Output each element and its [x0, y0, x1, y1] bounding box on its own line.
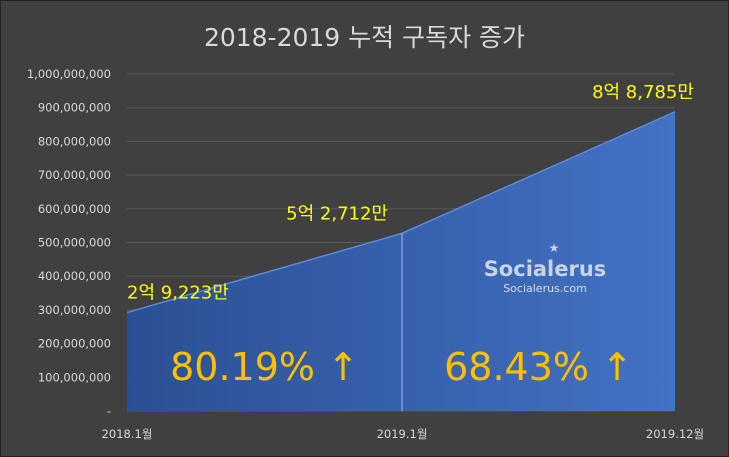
watermark-url: Socialerus.com [503, 282, 587, 295]
x-tick-label: 2019.12월 [646, 427, 704, 441]
y-tick-label: 300,000,000 [38, 303, 111, 317]
y-tick-label: 700,000,000 [38, 168, 111, 182]
y-tick-label: 600,000,000 [38, 202, 111, 216]
y-tick-label: 400,000,000 [38, 269, 111, 283]
watermark: ★ Socialerus Socialerus.com [484, 241, 607, 295]
watermark-brand: Socialerus [484, 257, 607, 281]
data-label: 2억 9,223만 [127, 283, 229, 304]
area-series [127, 111, 675, 411]
y-tick-label: 500,000,000 [38, 236, 111, 250]
y-tick-label: - [107, 404, 111, 418]
x-axis: 2018.1월 2019.1월 2019.12월 [102, 427, 704, 441]
data-label: 8억 8,785만 [592, 82, 694, 103]
chart-title: 2018-2019 누적 구독자 증가 [203, 23, 526, 52]
growth-label: 80.19% ↑ [170, 345, 359, 389]
y-tick-label: 200,000,000 [38, 337, 111, 351]
y-tick-label: 1,000,000,000 [27, 67, 111, 81]
star-icon: ★ [549, 241, 560, 255]
data-labels: 2억 9,223만 5억 2,712만 8억 8,785만 [127, 82, 694, 304]
x-tick-label: 2019.1월 [377, 427, 428, 441]
growth-label: 68.43% ↑ [444, 345, 633, 389]
growth-labels: 80.19% ↑ 68.43% ↑ [170, 345, 633, 389]
y-tick-label: 100,000,000 [38, 370, 111, 384]
data-label: 5억 2,712만 [286, 203, 388, 224]
y-axis: - 100,000,000 200,000,000 300,000,000 400,00… [27, 67, 111, 418]
x-tick-label: 2018.1월 [102, 427, 153, 441]
y-tick-label: 900,000,000 [38, 101, 111, 115]
y-tick-label: 800,000,000 [38, 134, 111, 148]
